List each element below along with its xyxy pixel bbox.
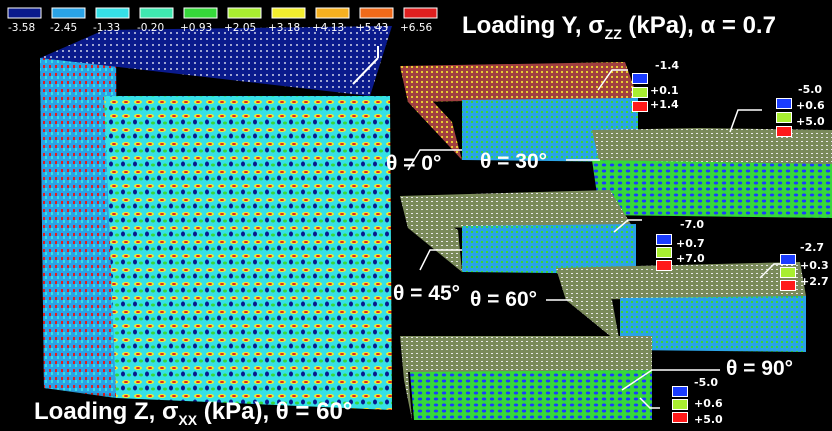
slab-side [400, 66, 462, 160]
title-text: (kPa), α = 0.7 [621, 12, 776, 39]
slab-theta-45 [400, 190, 642, 274]
large-cube-side-face [40, 58, 116, 398]
colorbar-tick: +2.05 [224, 22, 257, 34]
colorbar-swatch [227, 7, 262, 19]
legend-value: -7.0 [680, 218, 705, 231]
legend-swatch-low [672, 386, 688, 397]
title-text: Loading Y, σ [462, 12, 605, 39]
legend-swatch-high [656, 260, 672, 271]
slab-theta-60 [546, 262, 806, 352]
legend-value: +1.4 [650, 98, 679, 111]
slab-theta-0 [400, 62, 638, 171]
colorbar-swatch [95, 7, 130, 19]
legend-swatch-low [776, 98, 792, 109]
slab-theta-30 [566, 109, 832, 218]
legend-swatch-mid [776, 112, 792, 123]
slab-side [400, 196, 462, 272]
colorbar-swatch [183, 7, 218, 19]
colorbar-swatch [271, 7, 306, 19]
title-text: Loading Z, σ [34, 398, 179, 425]
colorbar-swatch [315, 7, 350, 19]
slab-side [556, 268, 620, 344]
colorbar-tick: +6.56 [400, 22, 433, 34]
legend-swatch-low [780, 254, 796, 265]
colorbar-swatch [51, 7, 86, 19]
title-loading-z: Loading Z, σXX (kPa), θ = 60° [34, 398, 352, 428]
legend-swatch-high [776, 126, 792, 137]
title-subscript: XX [178, 411, 198, 428]
angle-label-30: θ = 30° [480, 150, 548, 173]
legend-value: +0.3 [800, 259, 829, 272]
colorbar-swatch [359, 7, 394, 19]
slab-front [592, 160, 832, 218]
slab-top [400, 336, 652, 372]
legend-swatch-low [656, 234, 672, 245]
colorbar-tick: -2.45 [50, 22, 78, 34]
colorbar-tick: +4.13 [312, 22, 345, 34]
slab-side [400, 336, 412, 420]
colorbar-swatch [403, 7, 438, 19]
legend-swatch-high [780, 280, 796, 291]
legend-value: -1.4 [655, 59, 680, 72]
colorbar-tick: -0.20 [137, 22, 165, 34]
slab-top [400, 190, 632, 228]
legend-value: +5.0 [796, 115, 825, 128]
legend-value: +7.0 [676, 252, 705, 265]
slab-front [462, 224, 636, 274]
slab-front [462, 98, 638, 162]
angle-label-45: θ = 45° [393, 282, 461, 305]
colorbar-tick: +5.43 [356, 22, 389, 34]
legend-swatch-low [632, 73, 648, 84]
legend-value: -5.0 [694, 376, 719, 389]
legend-swatch-mid [780, 267, 796, 278]
large-cube [40, 26, 392, 410]
legend-swatch-high [632, 101, 648, 112]
slab-top [556, 262, 806, 300]
colorbar [7, 7, 438, 19]
angle-label-60: θ = 60° [470, 288, 538, 311]
legend-value: +0.7 [676, 237, 705, 250]
slab-theta-90 [400, 336, 720, 420]
legend-swatch-mid [632, 87, 648, 98]
legend-swatch-mid [656, 247, 672, 258]
colorbar-swatch [139, 7, 174, 19]
angle-label-0: θ = 0° [386, 152, 442, 175]
large-cube-front-face [104, 96, 392, 410]
legend-swatch-mid [672, 399, 688, 410]
colorbar-tick: -3.58 [8, 22, 36, 34]
legend-value: -5.0 [798, 83, 823, 96]
legend-value: +5.0 [694, 413, 723, 426]
colorbar-tick: +3.18 [268, 22, 301, 34]
slab-top [592, 128, 832, 166]
legend-swatch-high [672, 412, 688, 423]
large-cube-top-face [40, 26, 392, 96]
colorbar-tick: -1.33 [93, 22, 121, 34]
legend-value: +0.6 [694, 397, 723, 410]
title-text: (kPa), θ = 60° [197, 398, 353, 425]
slab-front [620, 296, 806, 352]
angle-label-90: θ = 90° [726, 357, 794, 380]
slab-top [400, 62, 638, 102]
legend-value: +0.1 [650, 84, 679, 97]
legend-value: +0.6 [796, 99, 825, 112]
title-subscript: ZZ [604, 25, 622, 42]
legend-value: +2.7 [800, 275, 829, 288]
title-loading-y: Loading Y, σZZ (kPa), α = 0.7 [462, 12, 776, 42]
legend-value: -2.7 [800, 241, 825, 254]
colorbar-swatch [7, 7, 42, 19]
slab-front [410, 370, 652, 420]
colorbar-tick: +0.93 [180, 22, 213, 34]
